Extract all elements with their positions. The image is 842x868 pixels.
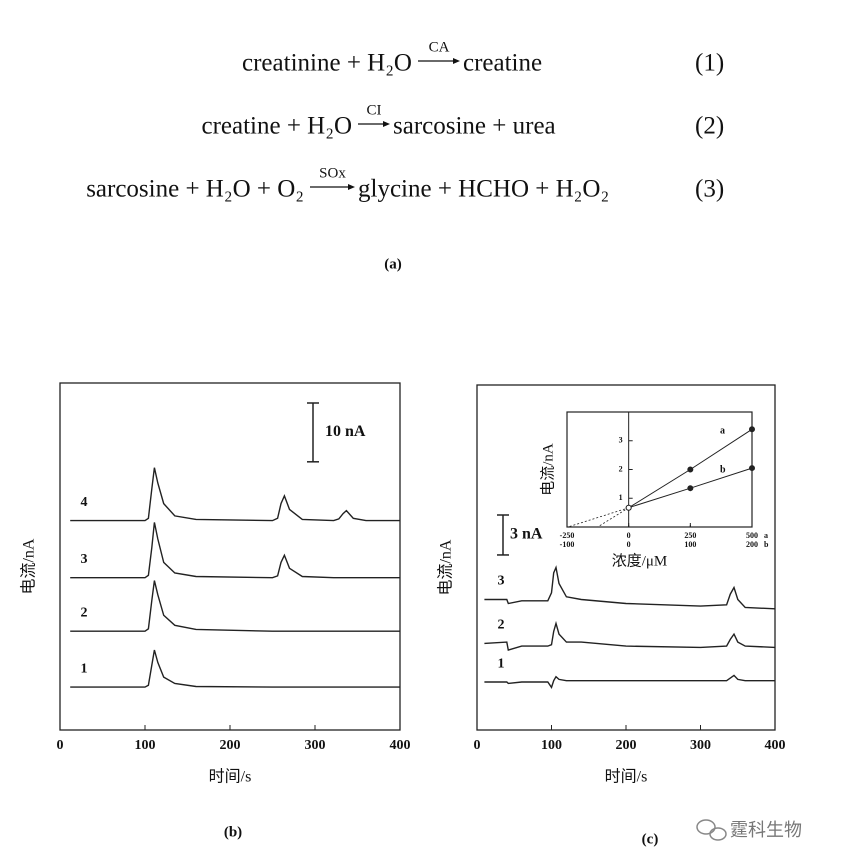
- trace: [484, 674, 775, 689]
- trace: [70, 580, 400, 632]
- axis-row-label: a: [764, 531, 768, 540]
- products: creatine: [463, 50, 542, 77]
- equation-number: (1): [695, 50, 724, 77]
- x-tick-label: 500: [746, 531, 758, 540]
- x-tick-label: 100: [135, 738, 156, 753]
- x-axis-label: 时间/s: [209, 768, 252, 786]
- trace-label: 4: [81, 495, 88, 510]
- x-axis-label: 时间/s: [605, 768, 648, 786]
- arrow-head: [453, 58, 460, 64]
- trace-label: 3: [498, 574, 505, 589]
- reactants: creatinine + H₂O: [242, 50, 412, 77]
- extrapolation: [567, 507, 629, 528]
- scale-bar-label: 10 nA: [325, 423, 366, 440]
- x-tick-label: 300: [690, 738, 711, 753]
- series-label: b: [720, 464, 726, 475]
- reactants: sarcosine + H₂O + O₂: [86, 176, 304, 203]
- products: sarcosine + urea: [393, 113, 556, 140]
- reactants: creatine + H₂O: [201, 113, 352, 140]
- y-axis-label: 电流/nA: [539, 443, 556, 496]
- enzyme: CI: [367, 102, 382, 118]
- enzyme: SOx: [319, 165, 346, 181]
- products: glycine + HCHO + H₂O₂: [358, 176, 609, 203]
- caption: (a): [384, 256, 402, 272]
- point: [687, 466, 694, 473]
- x2-tick-label: 0: [627, 540, 631, 549]
- x2-tick-label: 200: [746, 540, 758, 549]
- x-tick-label: 0: [627, 531, 631, 540]
- trace: [484, 620, 776, 651]
- point: [749, 426, 755, 433]
- y-tick-label: 1: [619, 493, 623, 502]
- trace-label: 2: [81, 605, 88, 620]
- enzyme: CA: [429, 39, 450, 55]
- axis-row-label: b: [764, 540, 769, 549]
- trace: [70, 649, 400, 688]
- point: [625, 504, 632, 511]
- y-tick-label: 2: [619, 464, 623, 473]
- inset-frame: [566, 411, 753, 528]
- x-axis-label: 浓度/μM: [612, 552, 668, 569]
- arrow-head: [383, 121, 390, 127]
- arrow-head: [348, 184, 355, 190]
- equation-number: (2): [695, 113, 724, 140]
- y-axis-label: 电流/nA: [20, 538, 38, 594]
- y-axis-label: 电流/nA: [437, 539, 455, 595]
- trace-label: 1: [81, 661, 88, 676]
- y-tick-label: 3: [619, 436, 623, 445]
- trace: [70, 467, 400, 522]
- point: [687, 485, 694, 492]
- trace: [70, 522, 400, 579]
- trace-label: 3: [81, 552, 88, 567]
- x2-tick-label: 100: [684, 540, 696, 549]
- point: [749, 465, 755, 472]
- equation-number: (3): [695, 176, 724, 203]
- x-tick-label: 300: [305, 738, 326, 753]
- watermark: 霆科生物: [730, 820, 802, 841]
- caption: (c): [642, 831, 659, 847]
- x-tick-label: 0: [57, 738, 64, 753]
- watermark-icon: [696, 819, 727, 841]
- x-tick-label: 100: [541, 738, 562, 753]
- scale-bar-label: 3 nA: [510, 526, 543, 543]
- x2-tick-label: -100: [560, 540, 575, 549]
- x-tick-label: 400: [765, 738, 786, 753]
- caption: (b): [224, 824, 242, 840]
- trace-label: 1: [498, 656, 505, 671]
- trace-label: 2: [498, 618, 505, 633]
- trace: [484, 565, 776, 610]
- x-tick-label: 200: [616, 738, 637, 753]
- x-tick-label: -250: [560, 531, 575, 540]
- x-tick-label: 250: [684, 531, 696, 540]
- x-tick-label: 400: [390, 738, 411, 753]
- x-tick-label: 0: [474, 738, 481, 753]
- series-label: a: [720, 426, 725, 437]
- x-tick-label: 200: [220, 738, 241, 753]
